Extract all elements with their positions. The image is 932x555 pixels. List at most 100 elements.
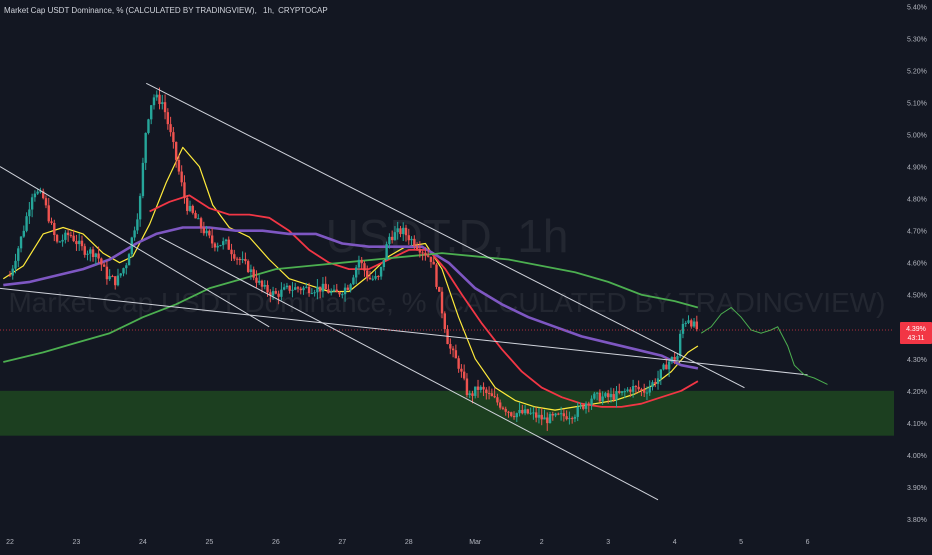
candle-body[interactable] [354, 267, 358, 278]
candle-body[interactable] [91, 249, 95, 258]
candle-body[interactable] [529, 412, 532, 414]
candle-body[interactable] [546, 417, 549, 424]
candle-body[interactable] [457, 358, 460, 369]
candle-body[interactable] [246, 261, 250, 273]
candle-body[interactable] [366, 270, 369, 278]
candle-body[interactable] [670, 357, 674, 362]
candle-body[interactable] [155, 94, 158, 98]
candle-body[interactable] [654, 382, 657, 384]
interval-label[interactable]: 1h, [260, 6, 275, 15]
candle-body[interactable] [147, 119, 150, 133]
candle-body[interactable] [593, 393, 596, 399]
candle-body[interactable] [266, 284, 269, 293]
candle-body[interactable] [620, 391, 624, 393]
candle-body[interactable] [418, 249, 422, 253]
candle-body[interactable] [296, 287, 300, 289]
candle-body[interactable] [235, 258, 239, 260]
candle-body[interactable] [352, 277, 355, 285]
candle-body[interactable] [161, 102, 164, 105]
candle-body[interactable] [119, 273, 122, 276]
candle-body[interactable] [407, 235, 410, 241]
candle-body[interactable] [424, 252, 427, 256]
candle-body[interactable] [482, 386, 485, 390]
candle-body[interactable] [163, 102, 167, 113]
candle-body[interactable] [127, 254, 131, 266]
candle-body[interactable] [537, 414, 541, 418]
candle-body[interactable] [39, 191, 42, 193]
projection-line[interactable] [700, 306, 828, 385]
candle-body[interactable] [382, 259, 386, 267]
candle-body[interactable] [485, 389, 488, 394]
candle-body[interactable] [324, 283, 327, 290]
candle-body[interactable] [587, 403, 590, 405]
candle-body[interactable] [396, 228, 399, 233]
candle-body[interactable] [108, 276, 111, 280]
candle-body[interactable] [648, 386, 651, 393]
candle-body[interactable] [557, 413, 560, 415]
candle-body[interactable] [241, 258, 244, 261]
candle-body[interactable] [548, 414, 552, 424]
candle-body[interactable] [313, 292, 316, 294]
candle-body[interactable] [360, 259, 363, 264]
candle-body[interactable] [58, 241, 62, 243]
candle-body[interactable] [208, 230, 211, 236]
candle-body[interactable] [42, 191, 45, 199]
candle-body[interactable] [277, 293, 280, 297]
candle-body[interactable] [130, 237, 134, 255]
candle-body[interactable] [363, 263, 366, 271]
candle-body[interactable] [327, 289, 330, 294]
symbol-title[interactable]: Market Cap USDT Dominance, % (CALCULATED… [4, 6, 257, 15]
candle-body[interactable] [158, 94, 161, 105]
trendline-2[interactable] [146, 82, 745, 389]
candle-body[interactable] [615, 391, 618, 400]
candle-body[interactable] [152, 97, 156, 106]
candle-body[interactable] [390, 236, 394, 241]
candle-body[interactable] [476, 386, 480, 390]
candle-body[interactable] [210, 235, 214, 244]
candle-body[interactable] [570, 418, 574, 420]
candle-body[interactable] [598, 392, 602, 402]
candle-body[interactable] [44, 198, 48, 206]
candle-body[interactable] [493, 396, 496, 398]
trendline-4[interactable] [0, 287, 808, 376]
candle-body[interactable] [122, 268, 125, 274]
candle-body[interactable] [263, 284, 266, 287]
candle-body[interactable] [105, 266, 109, 280]
candle-body[interactable] [510, 412, 513, 416]
candle-body[interactable] [177, 159, 181, 172]
candle-body[interactable] [606, 393, 610, 398]
candle-body[interactable] [673, 357, 676, 360]
candle-body[interactable] [651, 382, 654, 387]
candle-body[interactable] [504, 408, 507, 412]
candle-body[interactable] [346, 287, 350, 290]
candle-body[interactable] [25, 216, 28, 231]
candle-body[interactable] [454, 350, 458, 359]
candle-body[interactable] [385, 244, 388, 260]
candle-body[interactable] [28, 209, 31, 217]
candle-body[interactable] [205, 230, 208, 234]
candle-body[interactable] [374, 276, 377, 279]
candle-body[interactable] [341, 294, 344, 296]
candle-body[interactable] [468, 393, 471, 396]
candle-body[interactable] [676, 356, 679, 360]
candle-body[interactable] [554, 413, 557, 416]
candle-body[interactable] [462, 371, 466, 379]
candle-body[interactable] [260, 280, 264, 287]
candle-body[interactable] [540, 414, 543, 420]
candle-body[interactable] [282, 287, 286, 290]
candle-body[interactable] [80, 240, 84, 247]
candle-body[interactable] [399, 228, 402, 235]
price-axis[interactable]: 5.40% 5.30% 5.20% 5.10% 5.00% 4.90% 4.80% 4.70%… [907, 4, 927, 524]
candle-body[interactable] [199, 218, 203, 228]
candle-body[interactable] [601, 396, 604, 402]
candle-body[interactable] [188, 205, 192, 211]
candle-body[interactable] [310, 293, 314, 295]
candle-body[interactable] [72, 235, 75, 242]
candle-body[interactable] [233, 254, 236, 259]
candle-body[interactable] [590, 398, 593, 405]
candle-body[interactable] [388, 236, 391, 245]
time-axis[interactable]: 22 23 24 25 26 27 28 Mar 2 3 4 5 6 [6, 539, 810, 546]
candle-body[interactable] [55, 235, 59, 242]
candle-body[interactable] [692, 321, 696, 327]
